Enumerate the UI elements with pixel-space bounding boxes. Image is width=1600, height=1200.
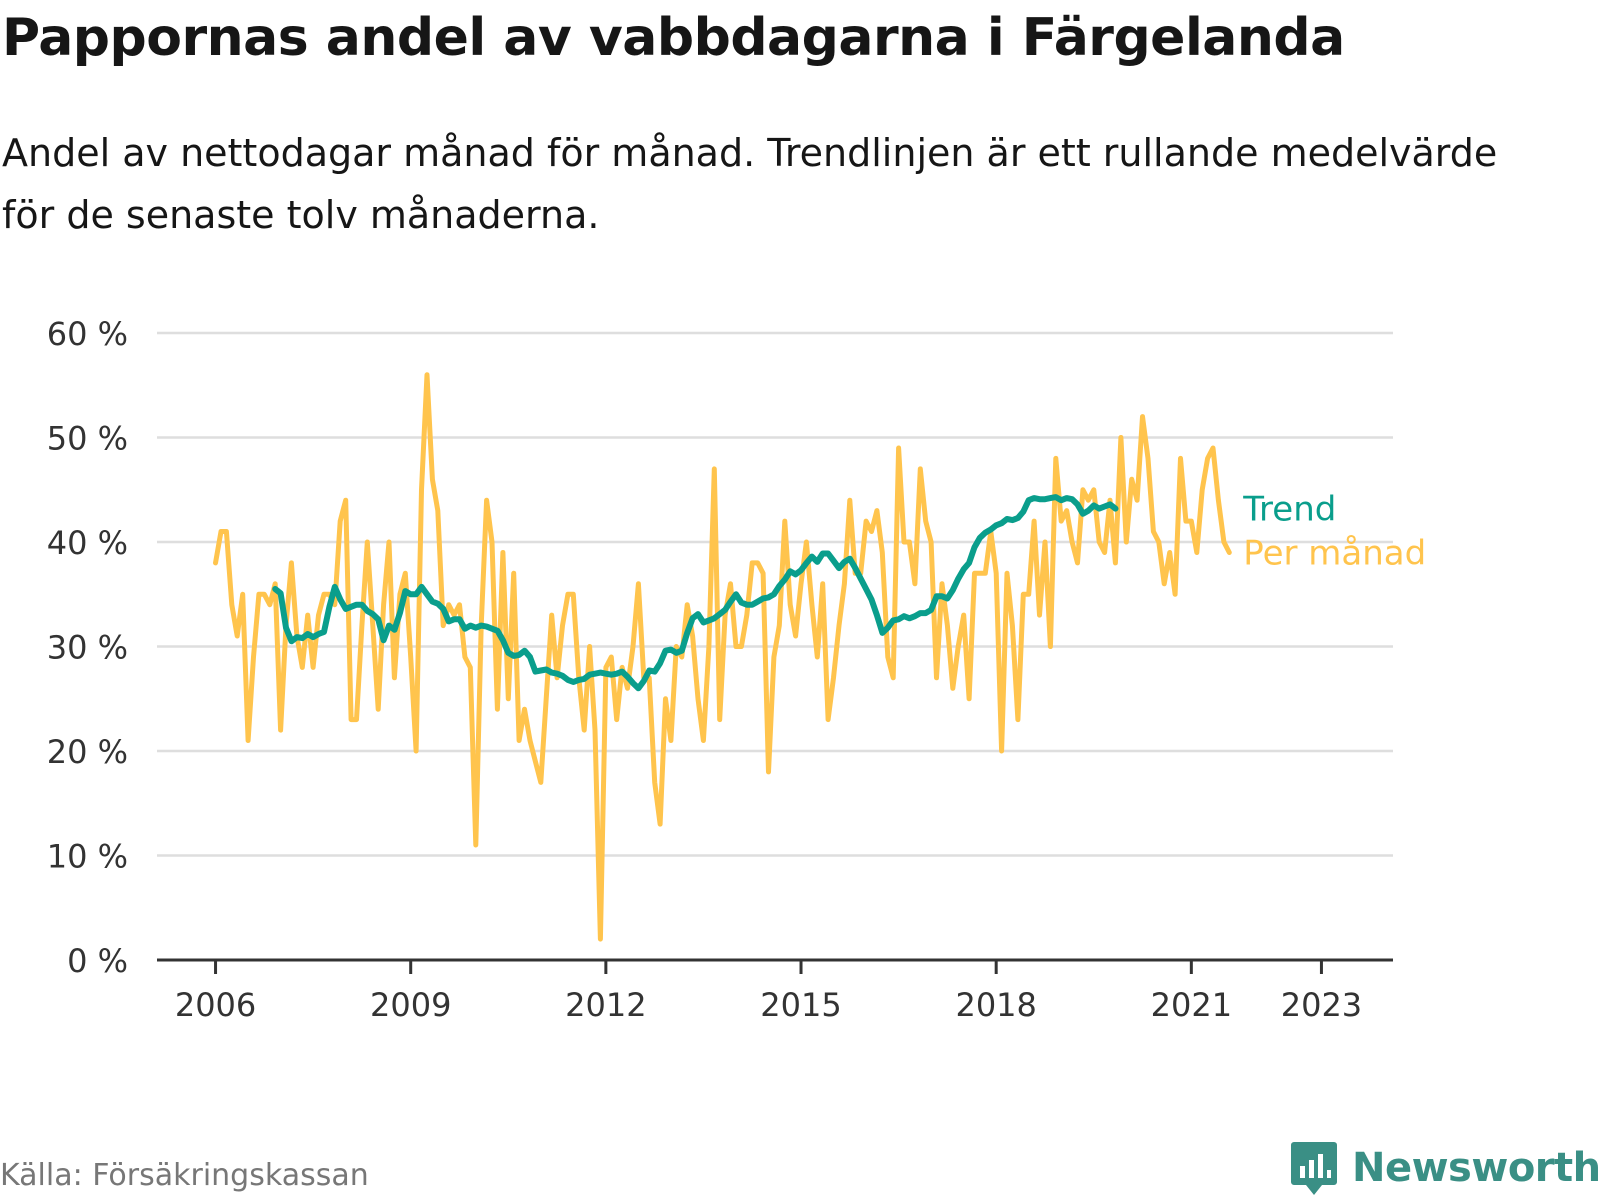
line-chart: 0 % 10 % 20 % 30 % 40 % 50 % 60 % 2006 2009 2012… <box>47 315 1427 1024</box>
y-tick-label: 20 % <box>47 733 128 771</box>
y-tick-label: 30 % <box>47 629 128 667</box>
x-tick-label: 2018 <box>955 986 1036 1024</box>
series-lines <box>213 372 1232 942</box>
series-line-trend <box>272 494 1119 692</box>
series-line-per-manad <box>213 372 1232 942</box>
y-axis-tick-labels: 0 % 10 % 20 % 30 % 40 % 50 % 60 % <box>47 315 128 980</box>
x-tick-label: 2012 <box>565 986 646 1024</box>
y-tick-label: 50 % <box>47 420 128 458</box>
chart-subtitle: Andel av nettodagar månad för månad. Tre… <box>2 131 1498 237</box>
y-tick-label: 60 % <box>47 315 128 353</box>
x-tick-label: 2015 <box>760 986 841 1024</box>
legend-label-trend: Trend <box>1242 490 1336 530</box>
y-tick-label: 40 % <box>47 524 128 562</box>
legend-label-per-manad: Per månad <box>1243 533 1426 573</box>
x-tick-label: 2006 <box>175 986 256 1024</box>
chart-title: Pappornas andel av vabbdagarna i Färgela… <box>2 8 1345 68</box>
y-tick-label: 10 % <box>47 838 128 876</box>
brand-name: Newsworthy <box>1352 1145 1600 1191</box>
y-tick-label: 0 % <box>67 942 128 980</box>
newsworthy-logo-icon <box>1291 1142 1337 1195</box>
x-tick-label: 2023 <box>1281 986 1362 1024</box>
x-axis: 2006 2009 2012 2015 2018 2021 2023 <box>157 958 1393 1024</box>
x-tick-label: 2021 <box>1151 986 1232 1024</box>
x-tick-label: 2009 <box>370 986 451 1024</box>
brand-logo[interactable]: Newsworthy <box>1290 1140 1600 1196</box>
source-note: Källa: Försäkringskassan <box>0 1158 369 1193</box>
